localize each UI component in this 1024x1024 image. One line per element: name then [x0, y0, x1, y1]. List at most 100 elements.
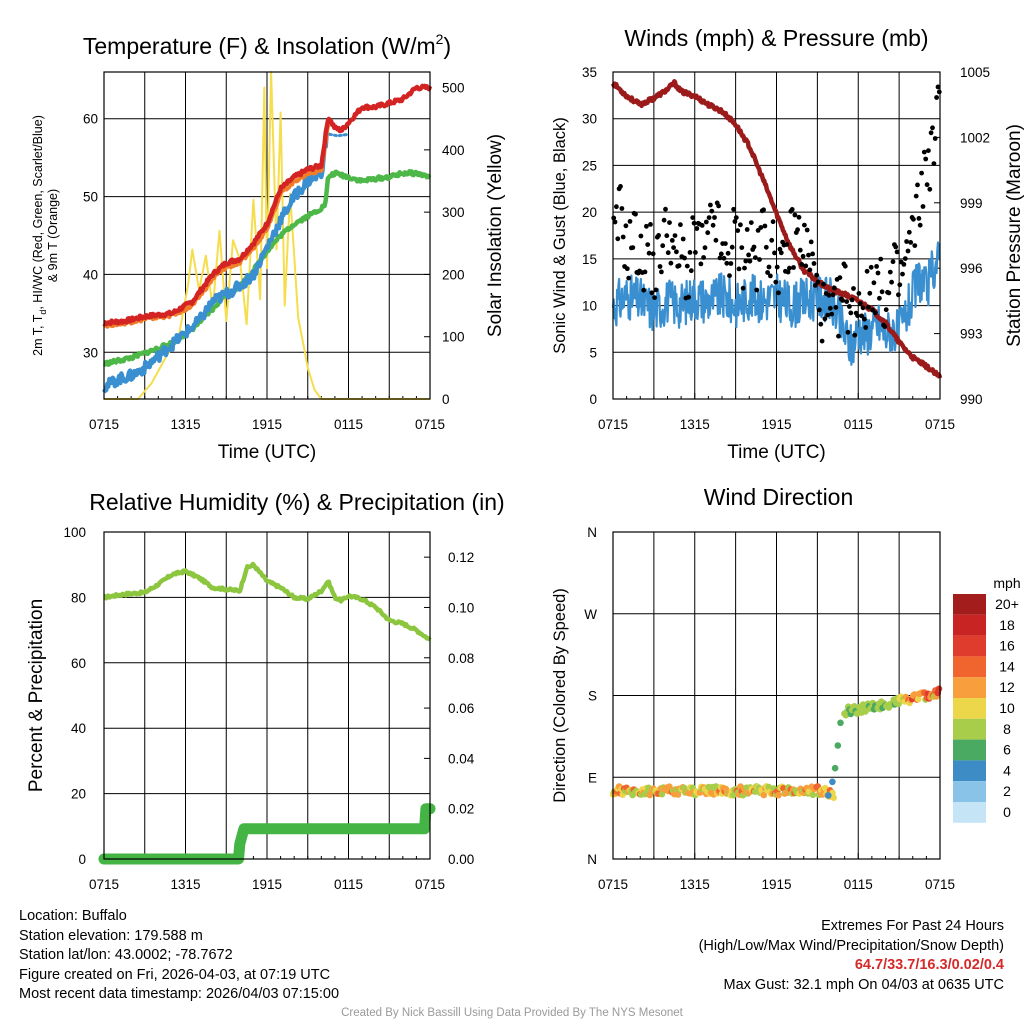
direction-point: [729, 791, 737, 799]
colorbar-swatch: [953, 698, 986, 719]
gust-point: [624, 266, 630, 272]
direction-point: [831, 764, 839, 772]
gust-point: [660, 243, 666, 249]
gust-point: [883, 307, 889, 313]
gust-point: [688, 268, 694, 274]
gust-point: [772, 250, 777, 256]
rh-y-tick-label: 20: [71, 787, 86, 802]
gust-point: [795, 227, 800, 233]
gust-point: [886, 290, 892, 296]
dir-x-tick-label: 0715: [598, 877, 628, 892]
gust-point: [774, 264, 780, 270]
gust-point: [856, 291, 862, 296]
rh-y-tick-label: 100: [63, 525, 86, 540]
rh-y2-tick-label: 0.12: [448, 550, 474, 565]
station-latlon: Station lat/lon: 43.0002; -78.7672: [19, 947, 233, 964]
gust-point: [646, 250, 652, 256]
gust-point: [703, 219, 709, 225]
colorbar-swatch: [953, 718, 986, 740]
gust-point: [623, 223, 629, 229]
wind-y2-tick-label: 996: [960, 261, 983, 276]
gust-point: [664, 233, 670, 239]
rh-y2-tick-label: 0.02: [448, 802, 474, 817]
temp-x-tick-label: 0115: [334, 417, 363, 432]
wind-y2-tick-label: 990: [960, 392, 983, 407]
temp-series-line: [102, 128, 330, 394]
gust-point: [633, 211, 638, 217]
temp-x-tick-label: 0715: [415, 417, 445, 432]
gust-point: [778, 250, 784, 256]
gust-point: [731, 206, 736, 212]
gust-point: [766, 264, 772, 270]
dir-y-tick-label: N: [587, 852, 597, 867]
temp-title-sup: 2: [436, 31, 444, 47]
gust-point: [740, 285, 746, 291]
gust-point: [751, 244, 757, 250]
gust-point: [818, 321, 824, 327]
gust-point: [796, 214, 802, 220]
gust-point: [878, 256, 884, 262]
gust-point: [724, 260, 730, 266]
gust-point: [761, 207, 766, 213]
gust-point: [619, 206, 625, 211]
direction-point: [825, 792, 832, 799]
gust-point: [667, 220, 672, 226]
gust-point: [927, 186, 933, 192]
colorbar-label: 2: [1003, 783, 1011, 799]
gust-point: [738, 222, 743, 228]
gust-point: [844, 299, 850, 304]
gust-point: [802, 222, 807, 228]
gust-point: [936, 89, 942, 95]
gust-point: [694, 226, 700, 231]
dir-x-tick-label: 0715: [925, 877, 955, 892]
gust-point: [905, 248, 911, 254]
gust-point: [919, 170, 924, 176]
gust-point: [676, 263, 682, 269]
gust-point: [644, 223, 649, 229]
wind-x-tick-label: 1315: [680, 417, 710, 432]
gust-point: [832, 285, 837, 291]
gust-point: [871, 280, 877, 286]
gust-point: [867, 290, 873, 296]
gust-point: [680, 236, 686, 242]
gust-point: [656, 233, 661, 238]
wind-x-tick-label: 0115: [844, 417, 873, 432]
gust-point: [659, 269, 664, 275]
wind-x-tick-label: 1915: [761, 417, 791, 432]
wind-y-axis-label: Sonic Wind & Gust (Blue, Black): [551, 117, 569, 354]
direction-point: [914, 695, 922, 703]
rh-y-tick-label: 60: [71, 656, 86, 671]
dir-x-tick-label: 1915: [761, 877, 791, 892]
wind-y2-axis-label: Station Pressure (Maroon): [1004, 124, 1024, 347]
gust-point: [863, 325, 869, 330]
extremes-title: Extremes For Past 24 Hours: [821, 918, 1004, 934]
gust-point: [830, 292, 836, 298]
gust-point: [713, 237, 719, 243]
temp-y2-tick-label: 500: [442, 81, 465, 96]
colorbar-swatch: [953, 656, 986, 678]
rh-y2-tick-label: 0.08: [448, 651, 474, 666]
rh-x-tick-label: 0715: [415, 877, 445, 892]
colorbar-label: 8: [1003, 721, 1011, 737]
gust-point: [893, 244, 899, 250]
gust-point: [709, 208, 715, 214]
direction-point: [775, 791, 782, 799]
colorbar-label: 4: [1003, 762, 1011, 778]
gust-point: [743, 258, 749, 264]
temp-y-tick-label: 40: [83, 267, 98, 282]
gust-point: [821, 281, 826, 287]
figure-created: Figure created on Fri, 2026-04-03, at 07…: [19, 966, 331, 983]
gust-point: [648, 222, 653, 227]
gust-point: [842, 263, 848, 269]
gust-point: [840, 298, 845, 303]
gust-point: [789, 207, 795, 212]
gust-point: [803, 263, 809, 269]
gust-point: [791, 265, 796, 270]
gust-point: [908, 240, 914, 245]
temp-y2-tick-label: 100: [442, 330, 465, 345]
temp-y-axis-label-line2: & 9m T (Orange): [46, 189, 60, 282]
gust-point: [857, 301, 863, 306]
wind-y2-tick-label: 999: [960, 196, 983, 211]
gust-point: [725, 250, 731, 256]
rh-y2-tick-label: 0.00: [448, 852, 474, 867]
